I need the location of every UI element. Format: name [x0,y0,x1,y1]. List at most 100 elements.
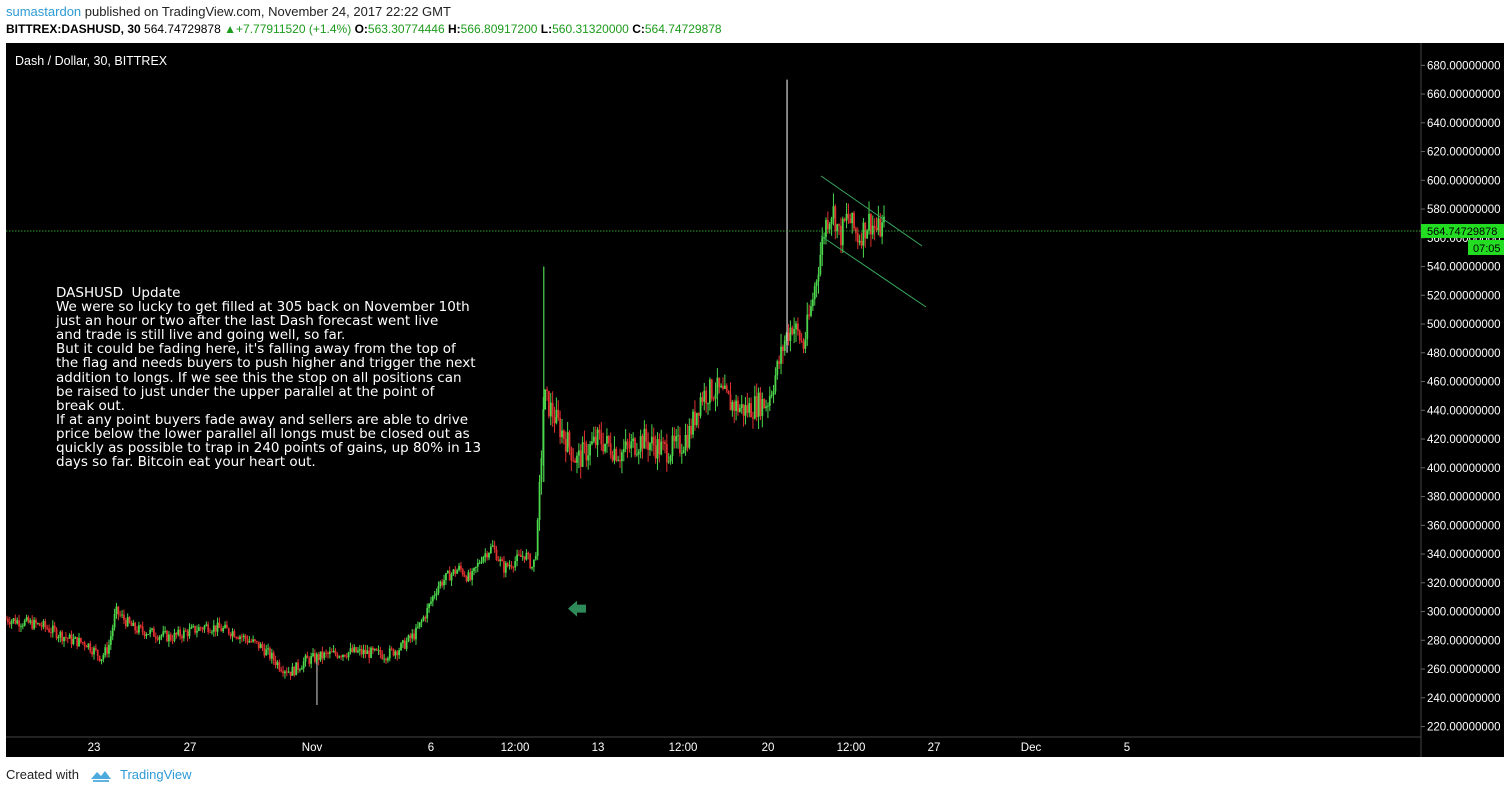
candle-body [173,632,176,641]
candle-body [527,552,530,555]
flag-lower-parallel[interactable] [820,235,927,308]
publisher-link[interactable]: sumastardon [6,4,82,19]
candle-body [568,432,571,448]
candle-body [66,637,69,639]
candle-body [604,443,606,452]
candle-body [81,642,84,643]
candle-body [577,450,580,456]
candle-body [718,377,721,388]
candle-body [544,389,547,410]
candle-body [302,661,305,669]
candle-body [735,400,738,411]
candle-body [437,586,440,593]
candle-body [184,630,187,632]
candle-body [104,647,107,656]
candle-body [731,402,734,411]
candle-body [300,668,303,670]
candle-body [579,450,582,467]
candle-body [336,654,339,658]
price-chart[interactable]: Dash / Dollar, 30, BITTREX 680.000000006… [5,43,1504,757]
y-tick-label: 600.00000000 [1427,175,1501,187]
candle-body [780,346,782,364]
candle-body [317,654,320,660]
y-tick-label: 420.00000000 [1427,434,1501,446]
candle-body [845,213,848,221]
candle-body [151,628,153,630]
candle-body [581,442,584,467]
candle-body [688,425,691,448]
candle-body [284,671,286,674]
candle-body [673,435,676,442]
candle-body [368,650,371,658]
candle-body [776,361,779,376]
candle-body [774,375,777,392]
y-tick-label: 440.00000000 [1427,405,1501,417]
candle-body [325,652,328,654]
candle-body [750,403,752,418]
flag-upper-parallel[interactable] [820,175,923,247]
candle-body [598,429,601,433]
candle-body [392,649,395,656]
countdown-tag [1468,239,1504,255]
candle-body [242,635,245,638]
close-label: C: [632,22,645,36]
x-tick-label: 20 [762,742,775,754]
candle-body [435,592,438,596]
candle-body [61,631,64,642]
candle-body [832,206,835,219]
candle-body [746,405,749,413]
low-label: L: [540,22,553,36]
candle-body [710,379,713,399]
x-tick-label: 27 [928,742,941,754]
y-tick-label: 360.00000000 [1427,520,1501,532]
candle-body [387,658,389,661]
candle-body [617,459,620,461]
candle-body [495,549,498,561]
candle-body [330,651,333,653]
candle-body [753,396,756,419]
candle-body [873,225,876,228]
candle-body [124,619,127,627]
candle-body [209,631,211,633]
candle-body [649,443,651,450]
candle-body [660,441,663,455]
candle-body [224,624,226,629]
last-price: 564.74729878 [144,22,221,36]
candle-body [409,635,412,639]
candle-body [332,650,335,653]
candle-body [473,568,475,572]
tradingview-link[interactable]: TradingView [120,767,192,782]
candle-body [166,630,168,642]
candle-body [327,652,329,654]
y-tick-label: 320.00000000 [1427,578,1501,590]
candle-body [446,570,449,574]
candle-body [536,519,539,556]
entry-arrow-icon[interactable] [568,600,586,617]
candle-body [624,441,627,450]
note-line: just an hour or two after the last Dash … [56,313,439,330]
candle-body [162,631,165,636]
x-tick-label: 12:00 [837,742,866,754]
x-tick-label: 5 [1124,742,1130,754]
chart-area[interactable]: Dash / Dollar, 30, BITTREX 680.00000000 6… [5,43,1504,757]
candle-body [400,643,402,651]
close-value: 564.74729878 [644,22,722,36]
note-line: days so far. Bitcoin eat your heart out. [56,454,316,471]
candle-body [712,398,715,400]
candle-body [190,626,193,629]
candle-body [516,554,518,562]
y-tick-label: 480.00000000 [1427,348,1501,360]
candle-body [843,218,846,221]
candles [5,79,885,705]
candle-body [289,671,292,676]
candle-body [441,581,444,586]
candle-body [546,389,548,392]
candle-body [235,637,238,639]
tradingview-logo-icon[interactable] [89,769,113,783]
candle-body [334,650,337,655]
candle-body [489,546,492,554]
candle-body [201,628,204,630]
candle-body [533,559,535,567]
candle-body [677,435,679,437]
candle-body [276,662,279,666]
